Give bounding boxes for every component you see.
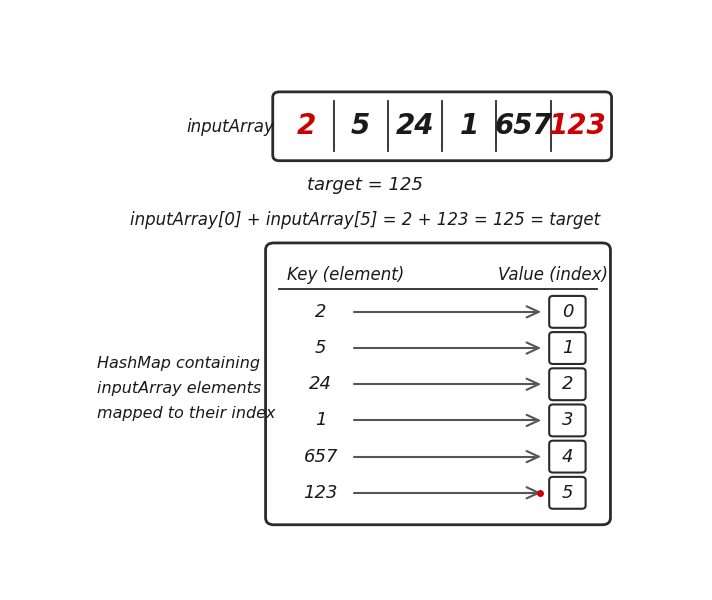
Text: Value (index): Value (index) (498, 266, 607, 284)
Text: 2: 2 (315, 303, 327, 321)
Text: 1: 1 (562, 339, 573, 357)
Text: inputArray: inputArray (186, 118, 274, 136)
Text: 5: 5 (351, 112, 370, 140)
Text: 3: 3 (562, 412, 573, 430)
Text: 1: 1 (460, 112, 479, 140)
Text: 1: 1 (315, 412, 327, 430)
Text: HashMap containing: HashMap containing (98, 356, 261, 371)
FancyBboxPatch shape (273, 92, 612, 161)
FancyBboxPatch shape (549, 332, 585, 364)
FancyBboxPatch shape (549, 404, 585, 436)
Text: 24: 24 (396, 112, 434, 140)
Text: 0: 0 (562, 303, 573, 321)
Text: 5: 5 (562, 484, 573, 502)
FancyBboxPatch shape (266, 243, 610, 525)
Text: 4: 4 (562, 448, 573, 466)
Text: 123: 123 (303, 484, 338, 502)
Text: target = 125: target = 125 (307, 176, 423, 194)
FancyBboxPatch shape (549, 477, 585, 509)
Text: 123: 123 (549, 112, 607, 140)
FancyBboxPatch shape (549, 440, 585, 473)
Text: 2: 2 (297, 112, 316, 140)
Text: inputArray elements: inputArray elements (98, 381, 261, 396)
Text: inputArray[0] + inputArray[5] = 2 + 123 = 125 = target: inputArray[0] + inputArray[5] = 2 + 123 … (130, 211, 600, 229)
FancyBboxPatch shape (549, 368, 585, 400)
Text: 657: 657 (495, 112, 553, 140)
Text: 2: 2 (562, 375, 573, 393)
Text: 24: 24 (309, 375, 333, 393)
Text: Key (element): Key (element) (287, 266, 404, 284)
Text: 657: 657 (303, 448, 338, 466)
FancyBboxPatch shape (549, 296, 585, 328)
Text: 5: 5 (315, 339, 327, 357)
Text: mapped to their index: mapped to their index (98, 406, 276, 421)
